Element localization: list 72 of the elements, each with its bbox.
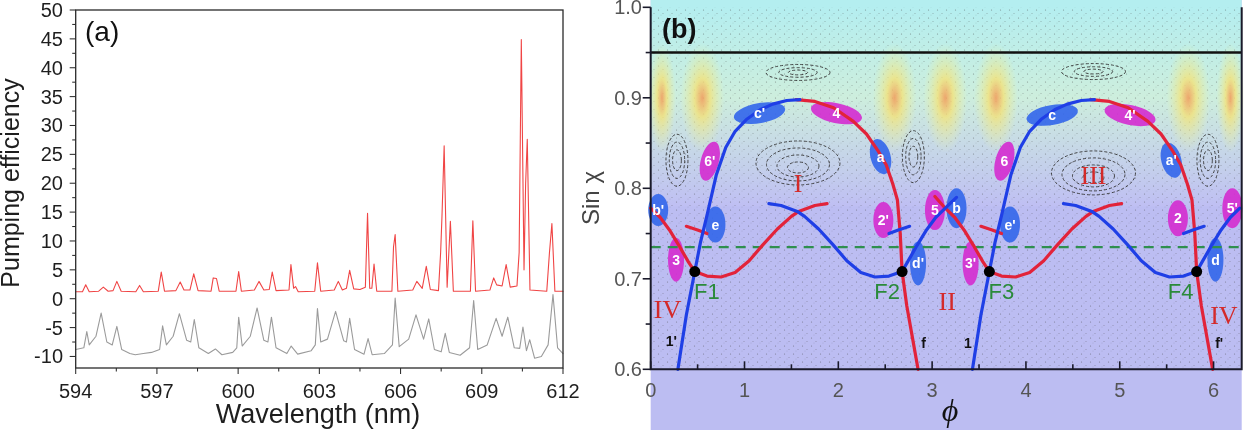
annotation: d' xyxy=(912,255,924,272)
line-series xyxy=(75,294,564,359)
y-tick-label: 40 xyxy=(40,56,63,79)
x-axis-title: ϕ xyxy=(941,392,959,428)
x-tick-label: 3 xyxy=(926,379,938,401)
y-tick-label: 5 xyxy=(51,258,63,281)
line-series xyxy=(1061,202,1242,279)
y-tick-label: 0.9 xyxy=(614,86,642,109)
chart-title: (b) xyxy=(662,14,697,44)
line-series xyxy=(767,195,959,279)
y-tick-label: 45 xyxy=(40,27,63,50)
y-axis-title: Pumping efficiency xyxy=(0,77,24,288)
annotation: 4' xyxy=(1124,107,1136,123)
x-tick-label: 5 xyxy=(1114,379,1126,401)
annotation: f xyxy=(921,335,927,352)
annotation: 2' xyxy=(877,211,889,228)
y-tick-label: 10 xyxy=(40,229,63,252)
annotation: F3 xyxy=(988,278,1015,304)
annotation: c' xyxy=(753,105,766,122)
annotation: b' xyxy=(652,202,665,219)
annotation: II xyxy=(938,286,956,316)
annotation: 2 xyxy=(1174,210,1183,227)
annotation: III xyxy=(1080,160,1107,190)
annotation: F2 xyxy=(874,278,900,304)
annotation: IV xyxy=(1210,300,1238,330)
y-tick-label: 0.7 xyxy=(614,267,642,290)
x-tick-label: 0 xyxy=(645,379,657,401)
y-axis-title: Sin χ xyxy=(577,170,604,225)
x-tick-label: 1 xyxy=(738,379,751,401)
x-tick-label: 600 xyxy=(221,380,255,402)
y-tick-label: 0.8 xyxy=(614,177,642,200)
y-tick-label: 0.6 xyxy=(614,358,642,381)
x-tick-label: 609 xyxy=(465,380,499,402)
annotation: F4 xyxy=(1167,278,1194,304)
x-tick-label: 612 xyxy=(546,380,580,402)
x-tick-label: 597 xyxy=(140,380,174,402)
x-tick-label: 6 xyxy=(1207,379,1220,401)
annotation: F1 xyxy=(693,278,720,304)
y-tick-label: 30 xyxy=(40,114,63,137)
annotation: e xyxy=(711,216,720,233)
annotation: 5' xyxy=(1226,200,1238,217)
annotation: 3 xyxy=(672,251,681,268)
annotation: f' xyxy=(1215,335,1224,352)
annotation: d xyxy=(1211,251,1220,268)
x-tick-label: 2 xyxy=(832,379,844,401)
annotation: c xyxy=(1048,107,1057,123)
y-tick-label: 25 xyxy=(40,143,63,166)
x-tick-label: 603 xyxy=(302,380,337,402)
y-tick-label: 1.0 xyxy=(614,0,642,19)
annotation: 6 xyxy=(1000,153,1009,170)
annotation: a' xyxy=(1165,152,1177,169)
x-axis-title: Wavelength (nm) xyxy=(215,399,421,429)
y-tick-label: 0 xyxy=(51,287,63,310)
y-tick-label: -10 xyxy=(34,345,63,368)
y-tick-label: 15 xyxy=(40,201,63,224)
y-tick-label: 35 xyxy=(40,85,63,108)
y-tick-label: -5 xyxy=(45,316,63,339)
annotation: 6' xyxy=(704,153,716,170)
annotation: b xyxy=(952,200,961,217)
annotation: I xyxy=(793,168,803,198)
annotation: 1' xyxy=(665,333,677,350)
x-tick-label: 594 xyxy=(59,380,93,402)
annotation: 5 xyxy=(931,202,940,219)
annotation: IV xyxy=(653,294,682,324)
chart-title: (a) xyxy=(85,16,120,47)
x-tick-label: 4 xyxy=(1020,379,1032,401)
x-tick-label: 606 xyxy=(383,380,418,402)
y-tick-label: 20 xyxy=(40,172,63,195)
annotation: 1 xyxy=(963,335,972,352)
y-tick-label: 50 xyxy=(40,0,63,21)
annotation: 3' xyxy=(965,255,977,272)
annotation: e' xyxy=(1004,216,1016,233)
